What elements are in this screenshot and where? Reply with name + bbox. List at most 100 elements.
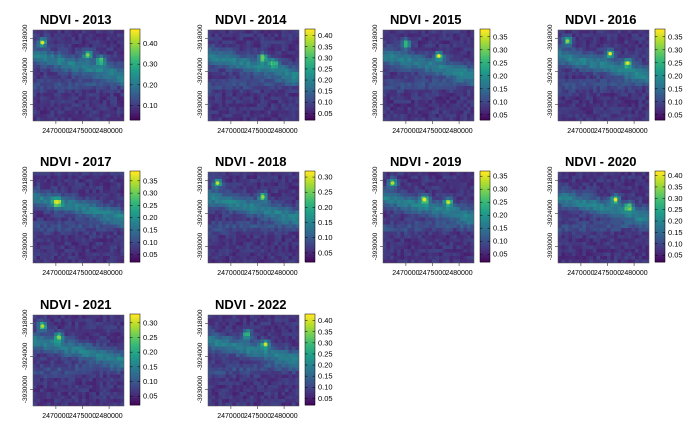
y-tick-label: -3918000 <box>372 166 379 194</box>
legend-tick-label: 0.40 <box>143 39 158 48</box>
y-tick-label: -3924000 <box>197 199 204 227</box>
legend-tick-label: 0.15 <box>493 224 508 233</box>
ndvi-hotspot-0 <box>55 200 59 205</box>
ndvi-panel-8: NDVI - 2021 2470000 2475000 2480000 -3918000… <box>22 297 158 420</box>
x-tick-label: 2480000 <box>445 128 472 135</box>
legend-tick-label: 0.15 <box>318 218 333 227</box>
y-tick-label: -3918000 <box>22 24 29 52</box>
legend-tick-label: 0.35 <box>493 172 508 181</box>
y-tick-label: -3924000 <box>22 199 29 227</box>
x-tick-label: 2480000 <box>620 128 647 135</box>
legend-tick-label: 0.10 <box>318 233 333 242</box>
legend-tick-label: 0.25 <box>143 201 158 210</box>
ndvi-raster <box>383 172 474 263</box>
legend-tick-label: 0.05 <box>493 250 508 259</box>
legend-tick-label: 0.10 <box>493 237 508 246</box>
legend-tick-label: 0.30 <box>668 45 683 54</box>
legend-colorbar: 0.05 0.10 0.15 0.20 0.25 0.30 0.35 <box>479 28 508 121</box>
y-tick-label: -3930000 <box>22 232 29 260</box>
legend-tick-label: 0.30 <box>318 173 333 182</box>
x-tick-label: 2475000 <box>69 270 96 277</box>
x-tick-label: 2480000 <box>270 128 297 135</box>
panel-title: NDVI - 2020 <box>565 154 637 169</box>
ndvi-panel-5: NDVI - 2018 2470000 2475000 2480000 -3918000… <box>197 154 333 277</box>
x-tick-label: 2470000 <box>42 128 69 135</box>
x-tick-label: 2475000 <box>594 270 621 277</box>
ndvi-raster <box>558 172 649 263</box>
y-tick-label: -3930000 <box>197 232 204 260</box>
panel-title: NDVI - 2013 <box>40 12 112 27</box>
panel-title: NDVI - 2016 <box>565 12 637 27</box>
x-tick-label: 2470000 <box>567 270 594 277</box>
ndvi-hotspot-0 <box>390 181 395 185</box>
legend-colorbar: 0.05 0.10 0.15 0.20 0.25 0.30 0.35 <box>479 170 508 263</box>
panel-title: NDVI - 2021 <box>40 297 112 312</box>
legend-tick-label: 0.20 <box>668 71 683 80</box>
panel-title: NDVI - 2018 <box>215 154 287 169</box>
y-tick-label: -3918000 <box>22 166 29 194</box>
legend-tick-label: 0.30 <box>493 45 508 54</box>
legend-tick-label: 0.10 <box>143 101 158 110</box>
ndvi-raster <box>33 315 124 406</box>
x-tick-label: 2470000 <box>42 413 69 420</box>
x-tick-label: 2470000 <box>217 413 244 420</box>
ndvi-panel-7: NDVI - 2020 2470000 2475000 2480000 -3918000… <box>547 154 683 277</box>
legend-tick-label: 0.35 <box>493 32 508 41</box>
legend-tick-label: 0.05 <box>143 250 158 259</box>
legend-tick-label: 0.20 <box>143 348 158 357</box>
legend-tick-label: 0.25 <box>668 205 683 214</box>
legend-tick-label: 0.30 <box>143 189 158 198</box>
legend-colorbar: 0.05 0.10 0.15 0.20 0.25 0.30 0.35 <box>654 28 683 121</box>
legend-tick-label: 0.30 <box>143 60 158 69</box>
x-tick-label: 2470000 <box>42 270 69 277</box>
legend-tick-label: 0.20 <box>318 76 333 85</box>
legend-tick-label: 0.25 <box>668 58 683 67</box>
legend-tick-label: 0.10 <box>143 238 158 247</box>
y-tick-label: -3918000 <box>197 309 204 337</box>
ndvi-raster <box>208 172 299 263</box>
y-tick-label: -3918000 <box>547 24 554 52</box>
ndvi-hotspot-0 <box>215 181 220 185</box>
y-tick-label: -3924000 <box>547 57 554 85</box>
legend-tick-label: 0.25 <box>143 333 158 342</box>
ndvi-hotspot-2 <box>446 200 451 205</box>
x-tick-label: 2480000 <box>620 270 647 277</box>
x-tick-label: 2470000 <box>392 270 419 277</box>
legend-tick-label: 0.25 <box>493 198 508 207</box>
ndvi-raster <box>208 315 299 406</box>
legend-colorbar: 0.05 0.10 0.15 0.20 0.25 0.30 <box>304 170 333 263</box>
x-tick-label: 2480000 <box>95 270 122 277</box>
x-tick-label: 2480000 <box>270 270 297 277</box>
ndvi-raster <box>558 30 649 121</box>
legend-tick-label: 0.15 <box>493 84 508 93</box>
legend-tick-label: 0.05 <box>668 110 683 119</box>
ndvi-hotspot-0 <box>437 54 441 58</box>
y-tick-label: -3918000 <box>197 166 204 194</box>
legend-tick-label: 0.25 <box>493 58 508 67</box>
legend-tick-label: 0.25 <box>318 64 333 73</box>
legend-tick-label: 0.10 <box>668 97 683 106</box>
panel-title: NDVI - 2017 <box>40 154 112 169</box>
x-tick-label: 2475000 <box>244 128 271 135</box>
legend-tick-label: 0.20 <box>493 211 508 220</box>
ndvi-hotspot-0 <box>40 324 45 328</box>
legend-tick-label: 0.15 <box>668 228 683 237</box>
x-tick-label: 2475000 <box>69 413 96 420</box>
y-tick-label: -3930000 <box>22 90 29 118</box>
ndvi-panel-4: NDVI - 2017 2470000 2475000 2480000 -3918000… <box>22 154 158 277</box>
legend-tick-label: 0.05 <box>143 392 158 401</box>
legend-tick-label: 0.35 <box>668 32 683 41</box>
y-tick-label: -3918000 <box>197 24 204 52</box>
ndvi-hotspot-0 <box>613 197 618 202</box>
x-tick-label: 2470000 <box>567 128 594 135</box>
x-tick-label: 2475000 <box>69 128 96 135</box>
ndvi-hotspot-1 <box>608 51 612 56</box>
legend-tick-label: 0.35 <box>318 42 333 51</box>
y-tick-label: -3930000 <box>547 90 554 118</box>
legend-tick-label: 0.15 <box>143 226 158 235</box>
x-tick-label: 2475000 <box>244 413 271 420</box>
legend-tick-label: 0.20 <box>493 71 508 80</box>
panel-title: NDVI - 2019 <box>390 154 462 169</box>
legend-tick-label: 0.20 <box>318 361 333 370</box>
